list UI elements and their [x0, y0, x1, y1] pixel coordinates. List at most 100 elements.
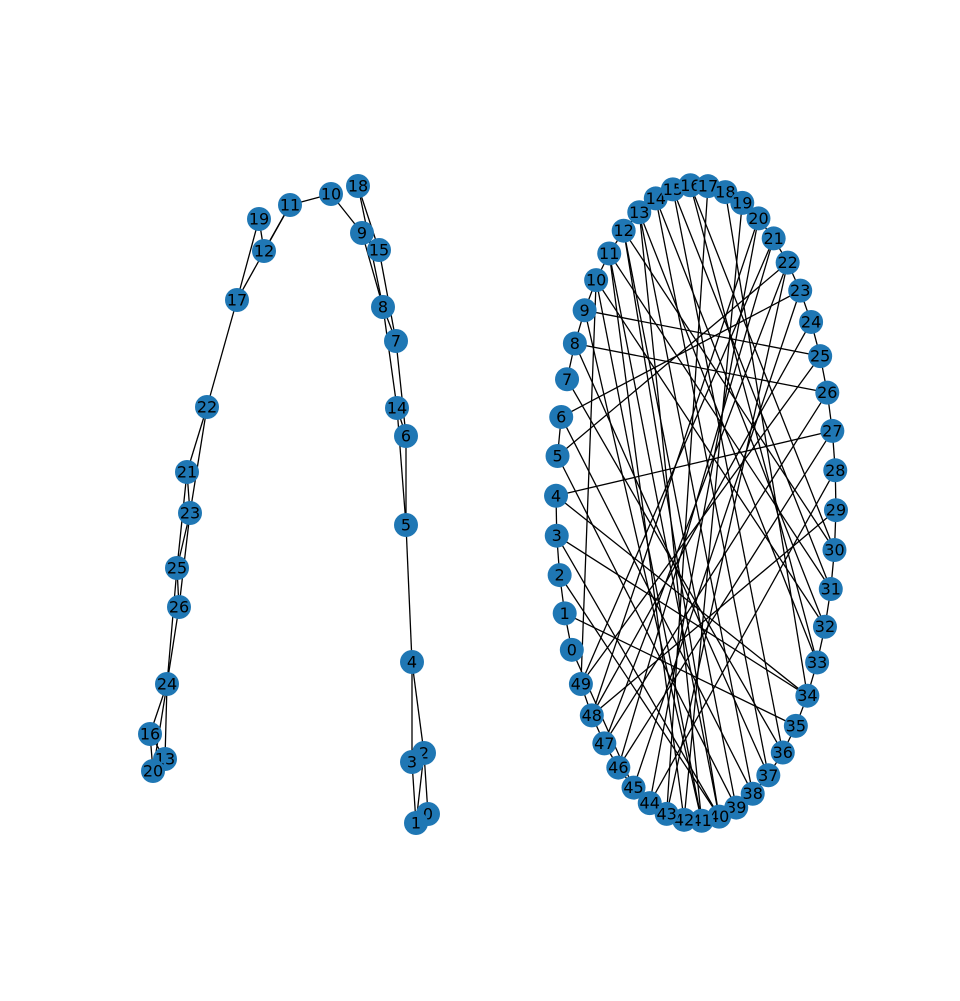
right-node-label-40: 40	[709, 807, 729, 826]
left-node-26: 26	[167, 595, 191, 619]
right-node-label-10: 10	[586, 271, 606, 290]
right-node-2: 2	[547, 563, 572, 588]
right-node-10: 10	[584, 268, 609, 293]
left-node-circle-11	[278, 193, 302, 217]
left-edge-7-15	[378, 249, 397, 342]
right-edge-37-8	[574, 343, 769, 776]
left-node-label-4: 4	[407, 653, 417, 672]
left-node-20: 20	[141, 759, 165, 783]
left-node-label-8: 8	[378, 298, 388, 317]
right-edge-21-49	[580, 238, 775, 685]
right-edge-11-40	[608, 253, 720, 817]
right-node-circle-34	[795, 683, 820, 708]
right-node-label-28: 28	[825, 461, 845, 480]
left-node-25: 25	[165, 556, 189, 580]
left-node-circle-20	[141, 759, 165, 783]
right-edge-33-13	[638, 212, 818, 663]
left-node-label-26: 26	[169, 598, 189, 617]
right-node-circle-22	[775, 250, 800, 275]
right-node-label-18: 18	[715, 183, 735, 202]
left-node-15: 15	[367, 238, 391, 262]
left-node-6: 6	[394, 424, 418, 448]
right-node-label-2: 2	[555, 566, 565, 585]
left-node-circle-16	[138, 722, 162, 746]
right-edge-38-6	[560, 416, 754, 795]
right-node-label-5: 5	[552, 447, 562, 466]
right-node-circle-10	[584, 268, 609, 293]
left-node-circle-21	[175, 460, 199, 484]
right-node-41: 41	[689, 808, 714, 833]
right-node-circle-46	[606, 755, 631, 780]
left-node-circle-7	[384, 329, 408, 353]
left-node-4: 4	[400, 650, 424, 674]
left-node-label-16: 16	[140, 725, 160, 744]
right-node-label-22: 22	[777, 253, 797, 272]
left-node-label-1: 1	[411, 814, 421, 833]
right-node-label-37: 37	[758, 766, 778, 785]
right-node-circle-31	[818, 577, 843, 602]
right-node-13: 13	[627, 200, 652, 225]
right-node-label-8: 8	[570, 334, 580, 353]
left-node-circle-18	[346, 174, 370, 198]
right-node-circle-13	[627, 200, 652, 225]
left-node-circle-10	[319, 182, 343, 206]
left-node-label-3: 3	[407, 753, 417, 772]
left-graph: 0123456789101112131415161718192021222324…	[138, 174, 440, 835]
right-node-label-7: 7	[562, 370, 572, 389]
left-edge-17-19	[236, 218, 260, 301]
right-node-23: 23	[788, 278, 813, 303]
right-node-label-30: 30	[824, 540, 844, 559]
right-node-49: 49	[568, 672, 593, 697]
left-edge-17-22	[206, 299, 238, 408]
right-node-9: 9	[572, 298, 597, 323]
right-node-circle-19	[730, 190, 755, 215]
left-node-circle-5	[394, 513, 418, 537]
right-node-circle-7	[555, 367, 580, 392]
right-node-label-26: 26	[817, 383, 837, 402]
right-node-36: 36	[770, 740, 795, 765]
right-node-label-19: 19	[732, 193, 752, 212]
right-node-label-3: 3	[552, 526, 562, 545]
right-node-circle-49	[568, 672, 593, 697]
right-edge-19-42	[683, 202, 743, 820]
right-node-8: 8	[562, 331, 587, 356]
right-node-label-9: 9	[580, 301, 590, 320]
left-node-circle-6	[394, 424, 418, 448]
left-edge-22-23	[189, 406, 208, 514]
right-node-19: 19	[730, 190, 755, 215]
right-node-label-34: 34	[797, 686, 817, 705]
left-node-14: 14	[385, 396, 409, 420]
right-node-34: 34	[795, 683, 820, 708]
right-node-circle-20	[746, 206, 771, 231]
right-node-label-24: 24	[801, 312, 821, 331]
right-node-circle-8	[562, 331, 587, 356]
right-node-25: 25	[808, 344, 833, 369]
left-node-label-18: 18	[348, 177, 368, 196]
left-edge-2-4	[411, 661, 425, 754]
left-node-12: 12	[252, 239, 276, 263]
right-edge-22-43	[666, 262, 789, 815]
right-node-circle-2	[547, 563, 572, 588]
left-node-label-9: 9	[357, 224, 367, 243]
right-node-30: 30	[822, 537, 847, 562]
left-node-16: 16	[138, 722, 162, 746]
right-node-label-23: 23	[790, 281, 810, 300]
right-node-label-0: 0	[567, 640, 577, 659]
right-node-circle-11	[597, 241, 622, 266]
right-node-46: 46	[606, 755, 631, 780]
right-node-circle-9	[572, 298, 597, 323]
right-node-label-13: 13	[629, 203, 649, 222]
right-node-label-14: 14	[646, 189, 666, 208]
right-node-label-29: 29	[826, 501, 846, 520]
right-edge-29-48	[591, 509, 837, 716]
left-node-circle-19	[247, 207, 271, 231]
left-node-10: 10	[319, 182, 343, 206]
left-node-label-17: 17	[227, 291, 247, 310]
left-graph-nodes: 0123456789101112131415161718192021222324…	[138, 174, 440, 835]
right-node-circle-41	[689, 808, 714, 833]
right-graph: 0123456789101112131415161718192021222324…	[544, 173, 848, 833]
right-node-29: 29	[823, 498, 848, 523]
right-node-4: 4	[544, 483, 569, 508]
right-node-label-46: 46	[608, 758, 628, 777]
right-node-35: 35	[783, 713, 808, 738]
